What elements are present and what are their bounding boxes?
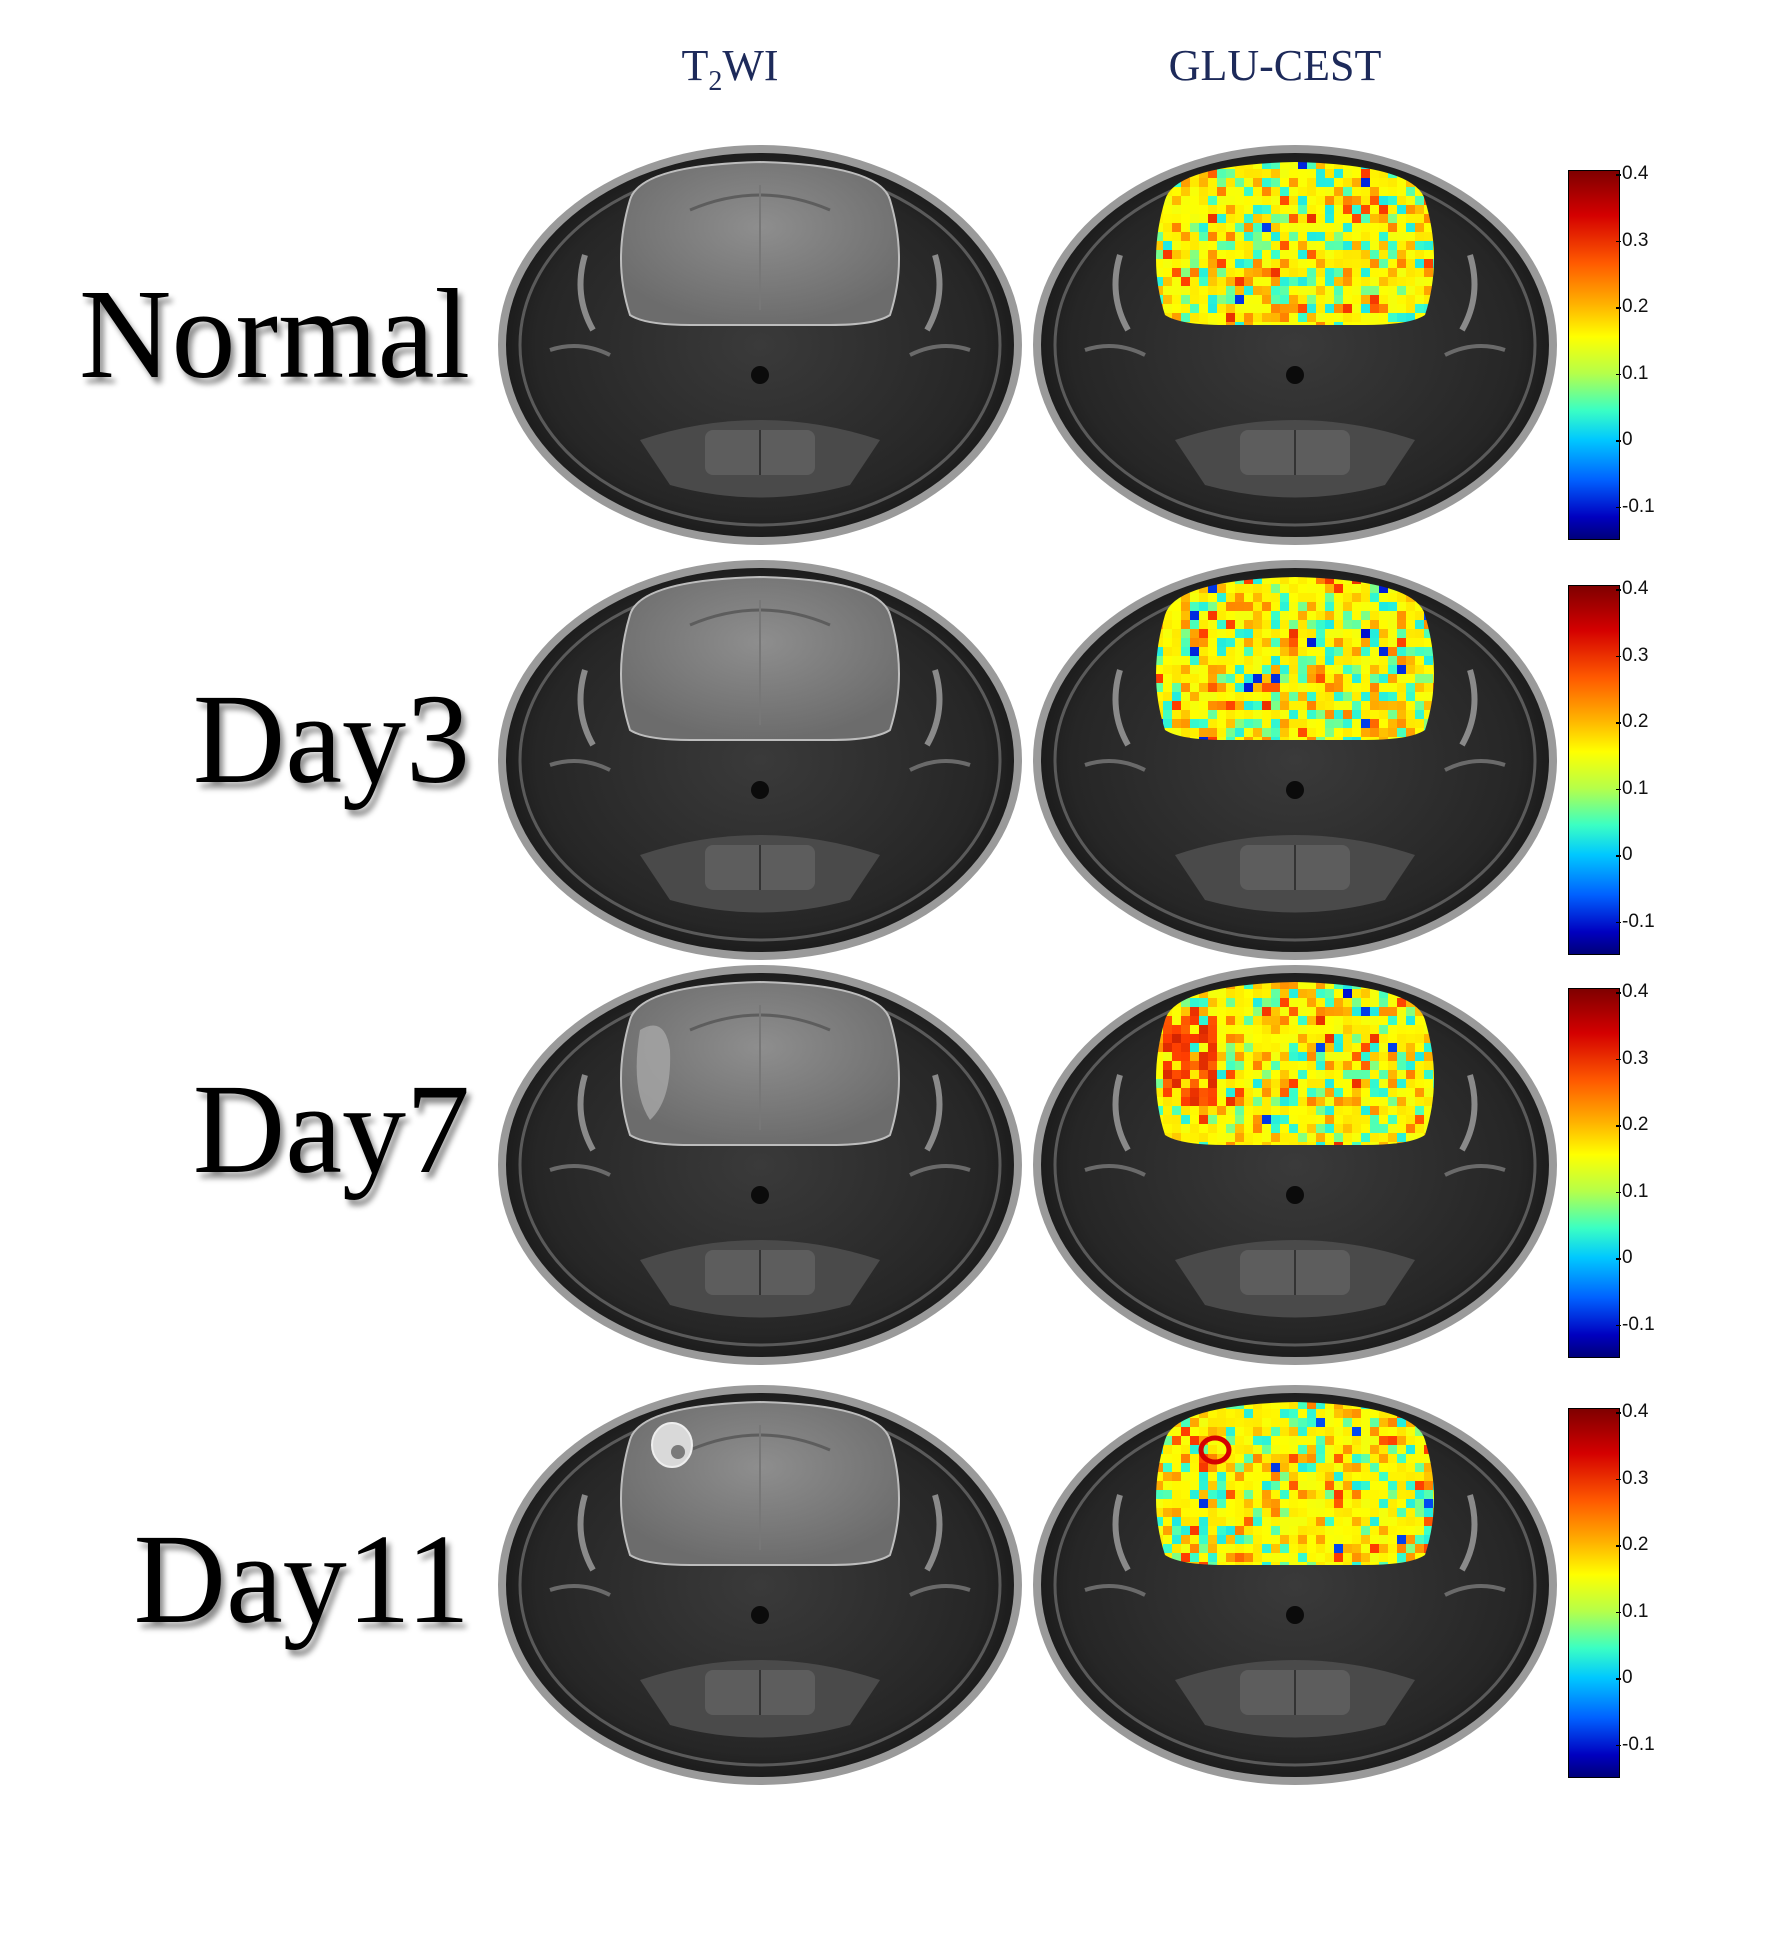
glu-cest-map-day3 xyxy=(1025,555,1565,965)
colorbar-tick-label: 0.1 xyxy=(1615,1180,1649,1202)
colorbar-tick-label: 0.1 xyxy=(1615,362,1649,384)
colorbar-tick-label: 0 xyxy=(1616,429,1633,450)
colorbar-tick-label: 0.2 xyxy=(1615,711,1649,732)
colorbar-gradient xyxy=(1568,1408,1620,1778)
colorbar-tick-label: -0.1 xyxy=(1616,495,1655,517)
header-glu-cest: GLU-CEST xyxy=(1168,41,1382,90)
colorbar-tick-label: 0.1 xyxy=(1615,777,1649,799)
colorbar-tick-label: 0.4 xyxy=(1615,981,1649,1002)
colorbar-gradient xyxy=(1568,585,1620,955)
colorbar-tick-label: 0.2 xyxy=(1615,296,1649,317)
header-t2wi-sub: 2 xyxy=(708,65,723,97)
glu-cest-map-day11 xyxy=(1025,1380,1565,1790)
colorbar-tick-label: -0.1 xyxy=(1616,1733,1655,1755)
colorbar-day11: 0.4 0.3 0.2 0.1 0 -0.1 xyxy=(1568,1401,1688,1778)
glu-cest-map-day7 xyxy=(1025,960,1565,1370)
colorbar-tick-label: 0 xyxy=(1616,1247,1633,1268)
colorbar-tick-label: -0.1 xyxy=(1616,910,1655,932)
glu-cest-map-normal xyxy=(1025,140,1565,550)
colorbar-tick-label: 0.4 xyxy=(1615,1401,1649,1422)
colorbar-tick-label: 0.4 xyxy=(1615,578,1649,599)
t2wi-scan-normal xyxy=(490,140,1030,550)
colorbar-tick-label: 0.3 xyxy=(1615,1467,1649,1489)
colorbar-tick-label: -0.1 xyxy=(1616,1313,1655,1335)
colorbar-day3: 0.4 0.3 0.2 0.1 0 -0.1 xyxy=(1568,578,1688,955)
header-t2wi: T2WI xyxy=(530,40,930,98)
row-label-day11: Day11 xyxy=(133,1508,471,1650)
colorbar-tick-label: 0.4 xyxy=(1615,163,1649,184)
row-label-day3: Day3 xyxy=(192,668,470,810)
header-t2wi-rest: WI xyxy=(722,41,779,90)
colorbar-gradient xyxy=(1568,170,1620,540)
header-t2wi-main: T xyxy=(681,41,709,90)
colorbar-tick-label: 0.2 xyxy=(1615,1534,1649,1555)
t2wi-scan-day11 xyxy=(490,1380,1030,1790)
t2wi-scan-day7 xyxy=(490,960,1030,1370)
colorbar-normal: 0.4 0.3 0.2 0.1 0 -0.1 xyxy=(1568,163,1688,540)
row-label-day7: Day7 xyxy=(192,1058,470,1200)
t2wi-scan-day3 xyxy=(490,555,1030,965)
colorbar-tick-label: 0.3 xyxy=(1615,1047,1649,1069)
row-label-normal: Normal xyxy=(79,263,470,405)
colorbar-gradient xyxy=(1568,988,1620,1358)
colorbar-tick-label: 0.2 xyxy=(1615,1114,1649,1135)
colorbar-tick-label: 0.3 xyxy=(1615,229,1649,251)
colorbar-tick-label: 0.1 xyxy=(1615,1600,1649,1622)
colorbar-tick-label: 0 xyxy=(1616,1667,1633,1688)
colorbar-day7: 0.4 0.3 0.2 0.1 0 -0.1 xyxy=(1568,981,1688,1358)
colorbar-tick-label: 0 xyxy=(1616,844,1633,865)
colorbar-tick-label: 0.3 xyxy=(1615,644,1649,666)
